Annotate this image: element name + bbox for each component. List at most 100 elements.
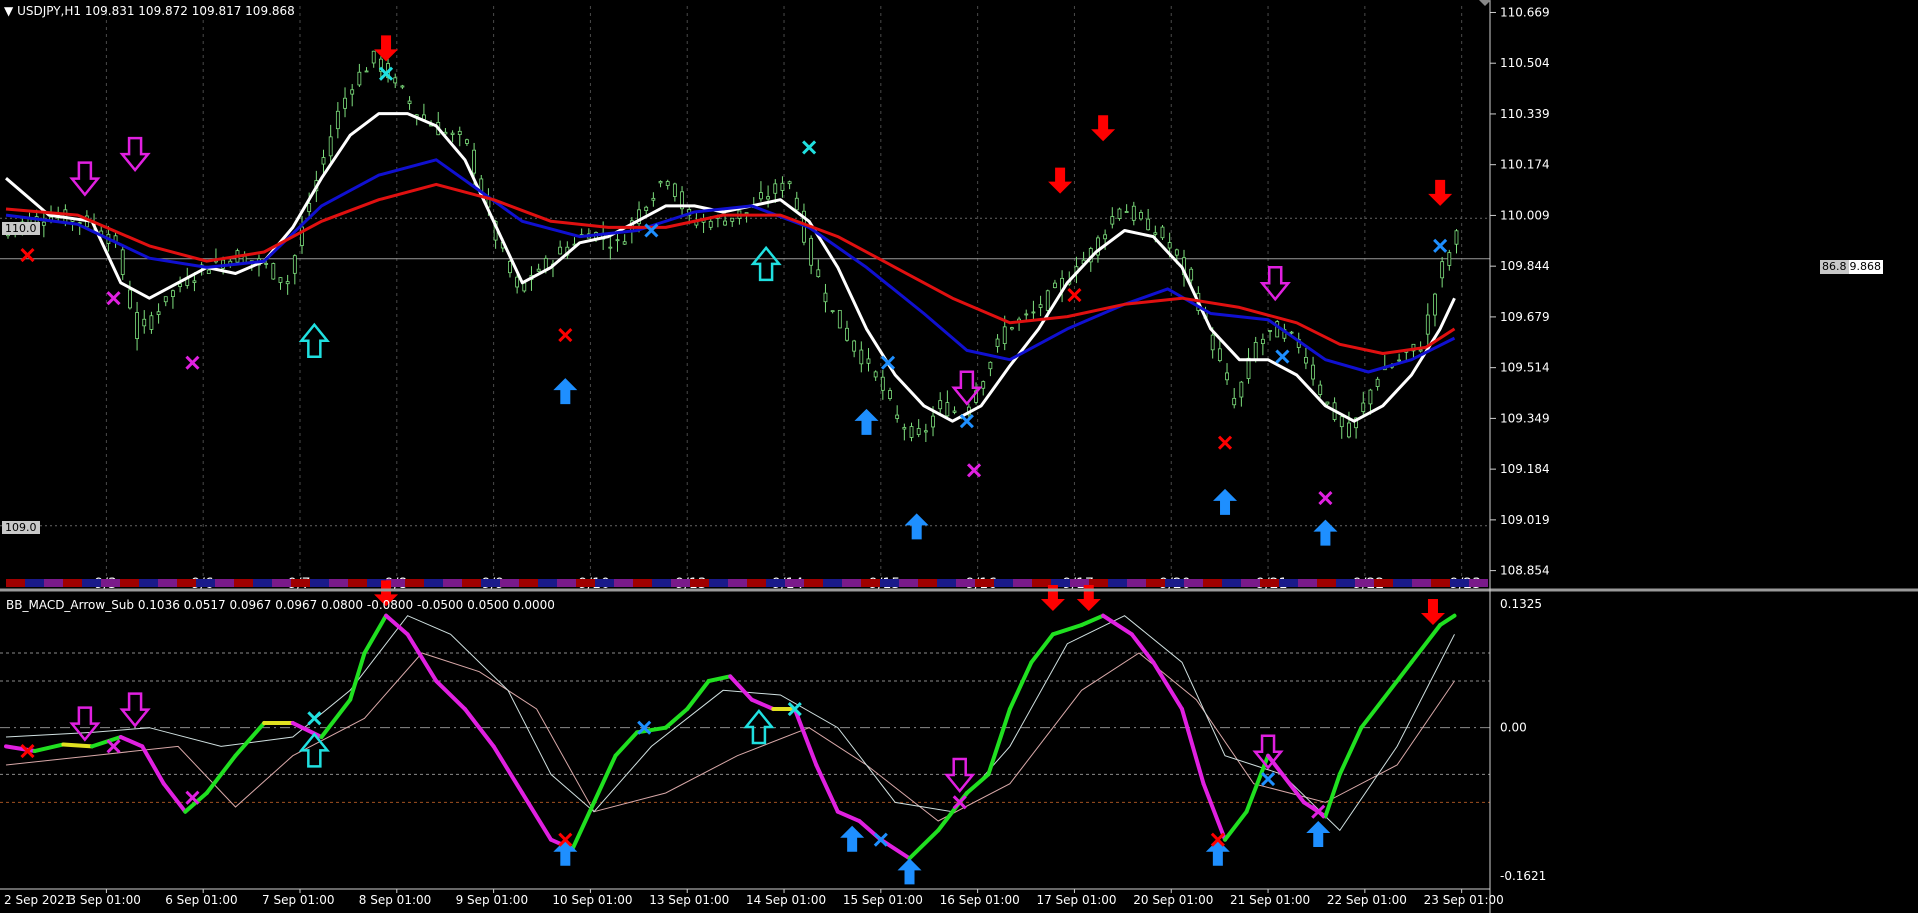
time-label: 2 Sep 2021 (4, 893, 72, 907)
x-mark-icon (20, 743, 35, 759)
arrow-up-icon (1306, 821, 1331, 848)
arrow-down-icon (1040, 585, 1065, 612)
macd-segment (1201, 781, 1228, 842)
candle-body (665, 181, 670, 186)
session-block (1469, 579, 1488, 587)
candle-body (1440, 261, 1445, 279)
session-block (1165, 579, 1184, 587)
candle-body (156, 311, 161, 315)
candle-body (1361, 402, 1366, 412)
candle-body (522, 282, 527, 292)
candle-body (1174, 249, 1179, 256)
sub-grid (0, 652, 1490, 803)
macd-segment (140, 744, 166, 786)
macd-segment (1129, 632, 1156, 665)
candle-body (192, 280, 197, 283)
candle-body (1210, 334, 1215, 351)
macd-segment (964, 772, 991, 796)
session-block (652, 579, 671, 587)
candle-body (508, 261, 512, 274)
macd-segment (1380, 660, 1414, 702)
candle-body (1318, 384, 1323, 395)
hollow-arrow-down-icon (69, 161, 101, 197)
session-block (1336, 579, 1355, 587)
macd-segment (362, 613, 389, 656)
candle-body (1167, 242, 1172, 249)
candle-body (622, 241, 627, 245)
candle-body (773, 183, 778, 194)
macd-segment (348, 651, 367, 702)
time-label: 3 Sep 01:00 (68, 893, 140, 907)
macd-segment (1050, 623, 1084, 637)
session-strip (6, 579, 1488, 587)
session-block (994, 579, 1013, 587)
price-tick-label: 109.514 (1500, 361, 1550, 375)
candle-body (1311, 364, 1315, 380)
candle-body (328, 136, 333, 157)
macd-segment (728, 674, 754, 702)
time-label: 20 Sep 01:00 (1133, 893, 1213, 907)
x-mark-icon (959, 414, 974, 429)
price-tick-label: 109.349 (1500, 411, 1550, 425)
candle-body (142, 318, 147, 327)
x-mark-icon (1433, 238, 1448, 253)
candle-body (1002, 326, 1007, 344)
macd-band-lower (5, 652, 1455, 822)
candle-body (285, 281, 290, 285)
macd-segment (32, 742, 66, 754)
session-block (1374, 579, 1393, 587)
session-block (82, 579, 101, 587)
session-block (215, 579, 234, 587)
candle-body (128, 289, 132, 309)
session-block (158, 579, 177, 587)
session-block (1355, 579, 1374, 587)
hollow-arrow-down-icon (1252, 734, 1284, 770)
session-block (1089, 579, 1108, 587)
session-block (633, 579, 652, 587)
session-block (1450, 579, 1469, 587)
macd-segment (204, 753, 238, 796)
candle-body (178, 283, 182, 287)
macd-segment (1280, 772, 1306, 805)
candle-body (1131, 205, 1136, 221)
session-block (196, 579, 215, 587)
candle-body (1433, 293, 1437, 316)
time-label: 17 Sep 01:00 (1036, 893, 1116, 907)
candle-body (615, 239, 620, 242)
session-block (25, 579, 44, 587)
session-block (1241, 579, 1260, 587)
session-block (614, 579, 633, 587)
candle-body (1304, 357, 1308, 364)
dropdown-triangle-icon[interactable]: ▼ (4, 4, 14, 18)
hollow-arrow-down-icon (69, 706, 101, 742)
arrow-down-icon (1076, 585, 1101, 612)
session-block (500, 579, 519, 587)
candle-body (1325, 401, 1330, 405)
candle-body (149, 315, 154, 330)
window-corner-icon[interactable] (1479, 0, 1491, 6)
hollow-arrow-up-icon (750, 245, 782, 282)
candle-body (895, 414, 900, 419)
macd-segment (1180, 707, 1206, 786)
candle-body (945, 402, 950, 417)
candle-body (902, 427, 907, 430)
candle-body (393, 77, 398, 84)
candle-body (1275, 321, 1280, 338)
candle-body (278, 277, 283, 283)
candle-body (816, 269, 821, 278)
candle-body (730, 217, 735, 222)
candle-body (407, 100, 412, 105)
candle-body (515, 276, 520, 288)
session-block (899, 579, 918, 587)
candle-body (809, 237, 814, 266)
arrow-down-icon (1428, 179, 1453, 206)
candle-body (1110, 216, 1115, 225)
candle-body (120, 249, 125, 275)
arrow-up-icon (897, 858, 922, 885)
x-mark-icon (106, 291, 121, 306)
candle-body (300, 226, 304, 246)
session-block (1032, 579, 1051, 587)
session-block (367, 579, 386, 587)
macd-segment (1409, 623, 1443, 665)
